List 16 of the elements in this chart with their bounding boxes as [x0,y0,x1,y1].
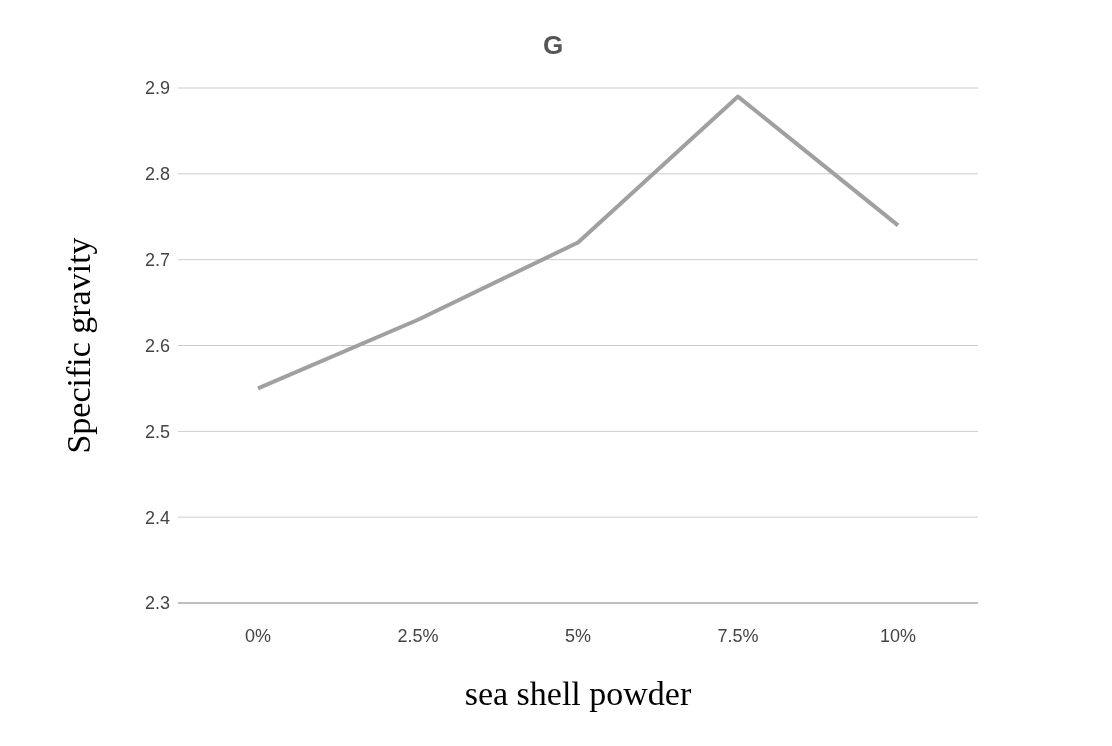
y-axis-title: Specific gravity [60,237,98,454]
x-tick-label: 5% [564,625,592,646]
x-tick-label: 0% [244,625,272,646]
x-tick-label: 7.5% [717,625,759,646]
x-tick-label: 2.5% [397,625,439,646]
y-tick-label: 2.6 [144,335,170,356]
line-series [256,94,900,391]
y-tick-label: 2.7 [144,250,170,271]
y-tick-label: 2.9 [144,78,170,99]
x-tick-label: 10% [879,625,917,646]
chart-title: G [541,30,565,61]
y-tick-label: 2.4 [144,507,170,528]
y-tick-label: 2.5 [144,421,170,442]
x-axis-title: sea shell powder [464,675,692,712]
y-tick-label: 2.3 [144,593,170,614]
y-tick-label: 2.8 [144,164,170,185]
